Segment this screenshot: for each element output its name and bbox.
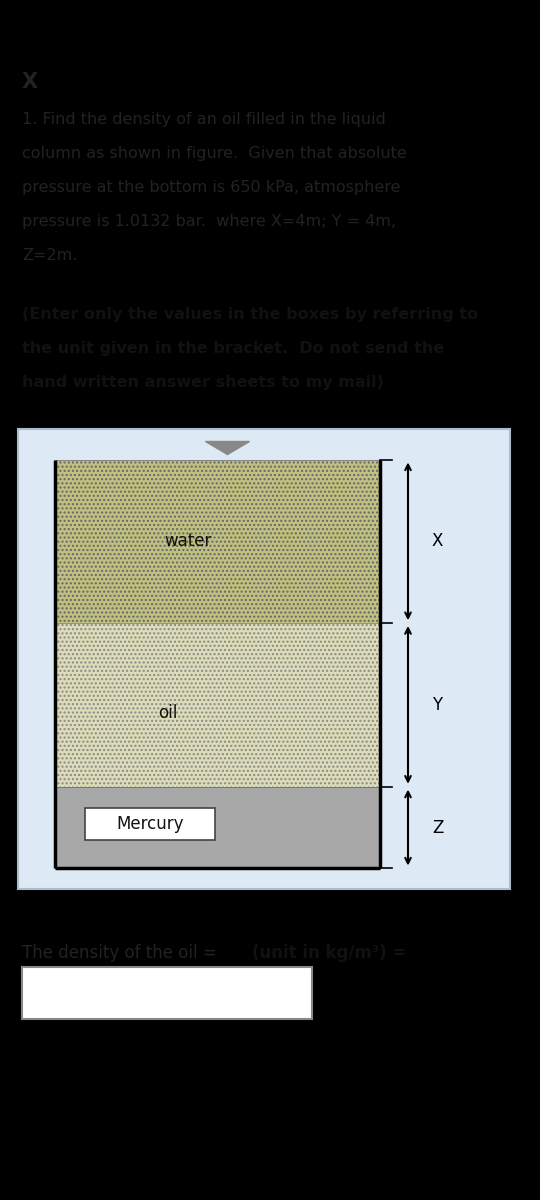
Text: (unit in kg/m³) =: (unit in kg/m³) =: [252, 943, 406, 961]
Text: pressure at the bottom is 650 kPa, atmosphere: pressure at the bottom is 650 kPa, atmos…: [22, 180, 401, 194]
Text: Y: Y: [432, 696, 442, 714]
Text: water: water: [164, 533, 211, 551]
Text: Z: Z: [432, 818, 443, 836]
Bar: [55, 623, 380, 787]
Text: 42  lll  lll: 42 lll lll: [10, 19, 63, 32]
Text: (Enter only the values in the boxes by referring to: (Enter only the values in the boxes by r…: [22, 307, 478, 322]
Text: 1. Find the density of an oil filled in the liquid: 1. Find the density of an oil filled in …: [22, 112, 386, 127]
Text: The density of the oil =: The density of the oil =: [22, 943, 222, 961]
Bar: [18, 430, 510, 888]
Text: Mercury: Mercury: [116, 815, 184, 833]
Text: hand written answer sheets to my mail): hand written answer sheets to my mail): [22, 376, 384, 390]
Text: X: X: [22, 72, 38, 91]
Text: oil: oil: [158, 704, 177, 722]
Bar: [85, 808, 215, 840]
Polygon shape: [206, 442, 249, 455]
Text: X: X: [432, 533, 443, 551]
Text: column as shown in figure.  Given that absolute: column as shown in figure. Given that ab…: [22, 146, 407, 161]
Bar: [22, 967, 312, 1019]
Text: Z=2m.: Z=2m.: [22, 248, 77, 263]
Bar: [55, 787, 380, 869]
Text: 6:09 م: 6:09 م: [490, 19, 530, 32]
Text: the unit given in the bracket.  Do not send the: the unit given in the bracket. Do not se…: [22, 341, 444, 356]
Text: pressure is 1.0132 bar.  where X=4m; Y = 4m,: pressure is 1.0132 bar. where X=4m; Y = …: [22, 214, 396, 229]
Bar: [55, 460, 380, 623]
